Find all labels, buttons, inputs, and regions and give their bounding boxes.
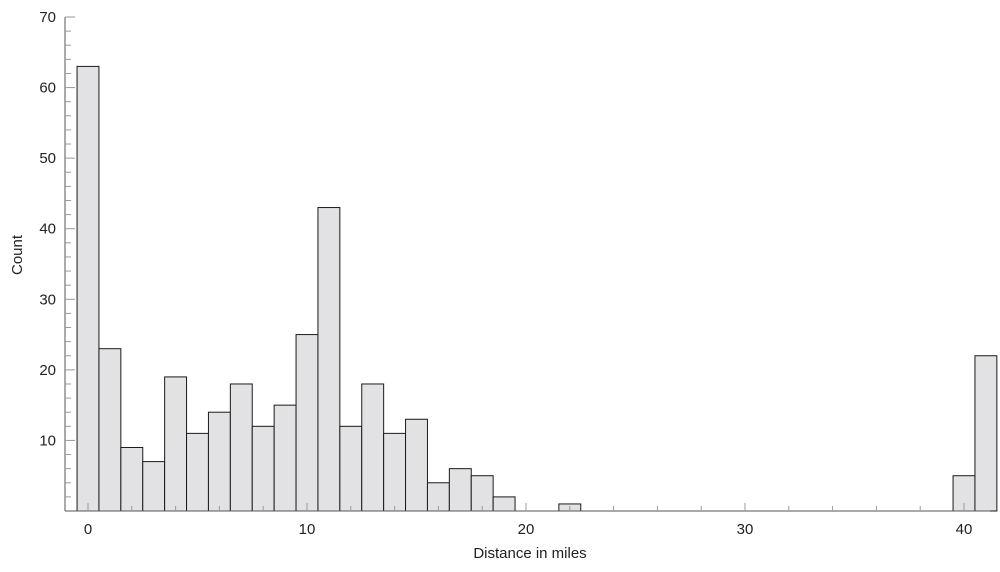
y-tick-label: 20: [39, 362, 56, 379]
histogram-bar: [251, 425, 275, 512]
histogram-bar: [164, 376, 188, 512]
x-tick-label: 0: [84, 521, 92, 538]
y-tick-label: 70: [39, 9, 56, 26]
histogram-bar: [383, 432, 407, 512]
y-axis: 10 20 30 40 50 60 70: [39, 9, 75, 512]
histogram-bar: [273, 404, 297, 512]
x-tick-label: 20: [518, 521, 535, 538]
y-tick-label: 50: [39, 150, 56, 167]
histogram-bar: [98, 348, 122, 512]
histogram-bar: [361, 383, 385, 512]
bars-group: [76, 65, 998, 512]
histogram-bar: [317, 207, 341, 512]
histogram-bar: [120, 446, 144, 512]
histogram-bar: [142, 461, 166, 512]
histogram-bar: [339, 425, 363, 512]
histogram-bar: [186, 432, 209, 512]
y-tick-label: 40: [39, 221, 56, 238]
histogram-bar: [295, 334, 319, 512]
histogram-bar: [974, 355, 998, 512]
x-tick-label: 10: [299, 521, 316, 538]
histogram-bar: [229, 383, 253, 512]
y-tick-label: 60: [39, 80, 56, 97]
x-tick-label: 40: [956, 521, 973, 538]
x-tick-label: 30: [737, 521, 754, 538]
histogram-bar: [448, 468, 472, 512]
histogram-bar: [492, 496, 516, 512]
y-tick-label: 30: [39, 291, 56, 308]
y-axis-label: Count: [9, 234, 26, 275]
x-axis-label: Distance in miles: [473, 545, 586, 562]
histogram-bar: [207, 411, 231, 512]
x-axis: 0 10 20 30 40: [65, 503, 990, 538]
y-tick-label: 10: [39, 432, 56, 449]
histogram-bar: [470, 475, 494, 512]
histogram-bar: [76, 65, 100, 512]
histogram-bar: [405, 418, 428, 512]
